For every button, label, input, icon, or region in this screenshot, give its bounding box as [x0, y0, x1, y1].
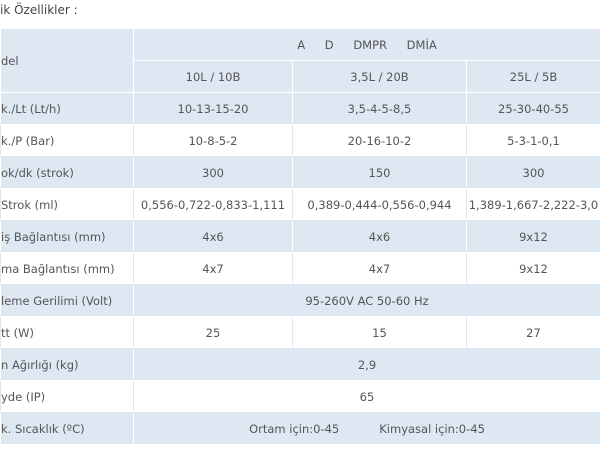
table-row: k./Lt (Lt/h) 10-13-15-20 3,5-4-5-8,5 25-30-… — [0, 92, 600, 125]
cell: 150 — [292, 156, 467, 189]
spec-table: del A D DMPR DMİA 10L / 10B 3,5L / 20B 25L /… — [0, 28, 600, 445]
row-label: leme Gerilimi (Volt) — [0, 284, 134, 317]
cell: 1,389-1,667-2,222-3,0 — [466, 188, 600, 221]
cell: 9x12 — [466, 252, 600, 285]
cell: 9x12 — [466, 220, 600, 253]
cell: 10-8-5-2 — [133, 124, 293, 157]
header-row: del A D DMPR DMİA — [0, 28, 600, 93]
cell: 10-13-15-20 — [133, 92, 293, 125]
section-title: ik Özellikler : — [0, 3, 78, 17]
table-row: leme Gerilimi (Volt) 95-260V AC 50-60 Hz — [0, 284, 600, 317]
cell: 0,556-0,722-0,833-1,111 — [133, 188, 293, 221]
table-row: k./P (Bar) 10-8-5-2 20-16-10-2 5-3-1-0,1 — [0, 124, 600, 157]
table-row: Strok (ml) 0,556-0,722-0,833-1,111 0,389-0… — [0, 188, 600, 221]
row-label: k./Lt (Lt/h) — [0, 92, 134, 125]
cell: 300 — [133, 156, 293, 189]
cell: 65 — [133, 380, 600, 413]
row-label: yde (IP) — [0, 380, 134, 413]
table-row: yde (IP) 65 — [0, 380, 600, 413]
cell: 3,5-4-5-8,5 — [292, 92, 467, 125]
table-row: ok/dk (strok) 300 150 300 — [0, 156, 600, 189]
cell: 4x6 — [292, 220, 467, 253]
row-label: iş Bağlantısı (mm) — [0, 220, 134, 253]
table-row: ma Bağlantısı (mm) 4x7 4x7 9x12 — [0, 252, 600, 285]
table-row: k. Sıcaklık (ºC) Ortam için:0-45 Kimyasal … — [0, 412, 600, 445]
cell: 4x7 — [292, 252, 467, 285]
row-label: ok/dk (strok) — [0, 156, 134, 189]
row-label: n Ağırlığı (kg) — [0, 348, 134, 381]
cell: 27 — [466, 316, 600, 349]
table-row: n Ağırlığı (kg) 2,9 — [0, 348, 600, 381]
cell: 20-16-10-2 — [292, 124, 467, 157]
cell-text: Kimyasal için:0-45 — [379, 421, 485, 436]
cell: 95-260V AC 50-60 Hz — [133, 284, 600, 317]
cell: 25 — [133, 316, 293, 349]
cell: 4x6 — [133, 220, 293, 253]
row-label: k./P (Bar) — [0, 124, 134, 157]
table-row: tt (W) 25 15 27 — [0, 316, 600, 349]
row-label: tt (W) — [0, 316, 134, 349]
row-label: Strok (ml) — [0, 188, 134, 221]
column-header: 25L / 5B — [466, 60, 600, 93]
row-label: k. Sıcaklık (ºC) — [0, 412, 134, 445]
group-header: A D DMPR DMİA — [133, 28, 600, 61]
cell: 4x7 — [133, 252, 293, 285]
cell: 5-3-1-0,1 — [466, 124, 600, 157]
cell: 25-30-40-55 — [466, 92, 600, 125]
model-header: del — [0, 28, 134, 93]
column-header: 10L / 10B — [133, 60, 293, 93]
cell: 0,389-0,444-0,556-0,944 — [292, 188, 467, 221]
cell: 300 — [466, 156, 600, 189]
table-row: iş Bağlantısı (mm) 4x6 4x6 9x12 — [0, 220, 600, 253]
cell: Ortam için:0-45 Kimyasal için:0-45 — [133, 412, 600, 445]
cell: 15 — [292, 316, 467, 349]
column-header: 3,5L / 20B — [292, 60, 467, 93]
header-row: 10L / 10B 3,5L / 20B 25L / 5B — [1, 60, 600, 93]
cell-text: Ortam için:0-45 — [249, 421, 340, 436]
cell: 2,9 — [133, 348, 600, 381]
row-label: ma Bağlantısı (mm) — [0, 252, 134, 285]
